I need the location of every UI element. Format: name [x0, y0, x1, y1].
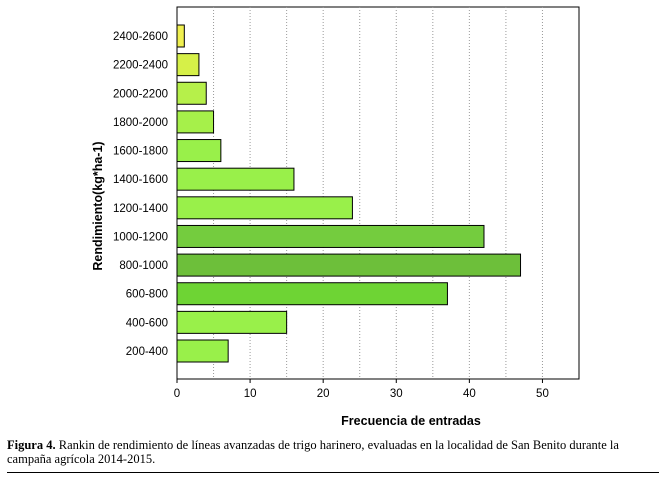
y-tick-label: 2400-2600: [113, 31, 168, 43]
bar: [176, 53, 200, 77]
figure-caption: Figura 4. Rankin de rendimiento de línea…: [7, 438, 662, 466]
y-tick-label: 1400-1600: [113, 174, 168, 186]
y-tick-label: 1600-1800: [113, 146, 168, 158]
bar: [176, 310, 288, 334]
y-tick-label: 800-1000: [119, 260, 168, 272]
y-tick-label: 2200-2400: [113, 60, 168, 72]
x-tick-labels: 0 10 20 30 40 50: [174, 379, 549, 400]
y-tick-label: 1800-2000: [113, 117, 168, 129]
caption-label: Figura 4.: [7, 438, 56, 452]
bar: [176, 110, 215, 134]
y-tick-labels: 200-400 400-600 600-800 800-1000 1000-1200 12…: [113, 31, 168, 358]
caption-divider: [7, 472, 659, 473]
plot-frame: [176, 6, 580, 380]
x-tick-label: 50: [536, 388, 549, 400]
y-tick-label: 1000-1200: [113, 231, 168, 243]
bar: [176, 196, 353, 220]
bars: [176, 24, 522, 363]
y-axis-title: Rendimiento(kg*ha-1): [91, 141, 105, 270]
caption-text: Rankin de rendimiento de líneas avanzada…: [7, 438, 619, 466]
bar: [176, 224, 485, 248]
bar: [176, 167, 295, 191]
y-tick-label: 2000-2200: [113, 88, 168, 100]
bar: [176, 24, 185, 48]
bar: [176, 253, 522, 277]
bar-chart: 200-400 400-600 600-800 800-1000 1000-1200 12…: [91, 6, 580, 428]
x-tick-label: 40: [463, 388, 476, 400]
x-axis-title: Frecuencia de entradas: [341, 414, 481, 428]
y-tick-label: 600-800: [126, 289, 168, 301]
bar: [176, 139, 222, 163]
y-tick-label: 400-600: [126, 317, 168, 329]
x-tick-label: 0: [174, 388, 180, 400]
bar: [176, 81, 207, 105]
x-tick-label: 20: [317, 388, 330, 400]
x-tick-label: 30: [390, 388, 403, 400]
bar: [176, 282, 448, 306]
bar: [176, 339, 229, 363]
y-tick-label: 200-400: [126, 346, 168, 358]
x-tick-label: 10: [244, 388, 257, 400]
y-tick-label: 1200-1400: [113, 203, 168, 215]
